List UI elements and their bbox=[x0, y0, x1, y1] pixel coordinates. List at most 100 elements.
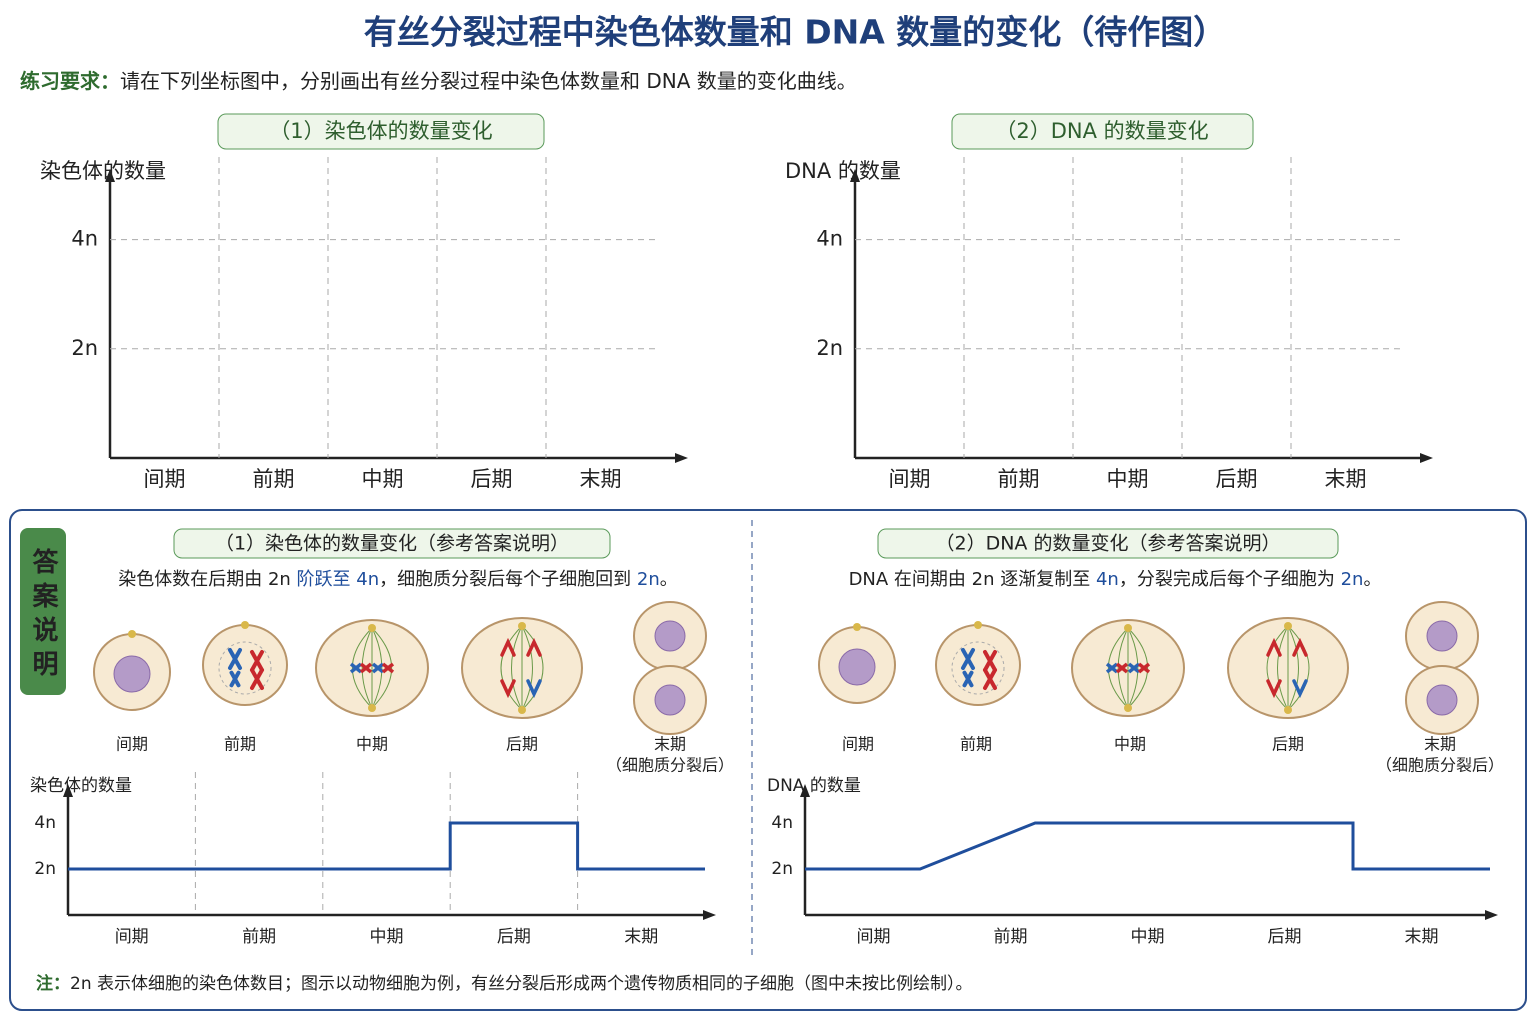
x-tick-label: 中期 bbox=[362, 467, 404, 491]
spindle-fiber bbox=[1127, 627, 1139, 709]
answer-note: DNA 在间期由 2n 逐渐复制至 4n，分裂完成后每个子细胞为 2n。 bbox=[849, 569, 1382, 590]
x-tick-label: 前期 bbox=[253, 467, 295, 491]
stage-label: 前期 bbox=[224, 735, 256, 754]
y-axis-label: 染色体的数量 bbox=[40, 159, 166, 183]
centrosome bbox=[518, 622, 526, 630]
chromosome bbox=[250, 668, 264, 690]
chromosome bbox=[526, 679, 542, 699]
answer-box bbox=[9, 509, 1527, 1011]
spindle-fiber bbox=[1108, 627, 1129, 709]
x-tick-label: 中期 bbox=[1107, 467, 1149, 491]
spindle-fiber bbox=[1117, 627, 1129, 709]
spindle-fiber bbox=[371, 627, 383, 709]
chromosome bbox=[381, 662, 395, 674]
stage-label: 前期 bbox=[960, 735, 992, 754]
cell-shape bbox=[654, 620, 686, 652]
requirement: 练习要求：请在下列坐标图中，分别画出有丝分裂过程中染色体数量和 DNA 数量的变… bbox=[20, 69, 857, 93]
spindle-fiber bbox=[352, 627, 373, 709]
note-part: ，分裂完成后每个子细胞为 bbox=[1119, 569, 1341, 590]
spindle-fiber bbox=[361, 627, 373, 709]
x-tick-label: 后期 bbox=[497, 927, 531, 947]
chart-heading: （1）染色体的数量变化 bbox=[269, 119, 492, 143]
axis-arrow bbox=[1485, 910, 1498, 920]
spindle-fiber bbox=[521, 625, 544, 711]
x-tick-label: 后期 bbox=[471, 467, 513, 491]
axis-arrow bbox=[850, 169, 860, 182]
data-line bbox=[68, 821, 705, 871]
x-tick-label: 前期 bbox=[998, 467, 1040, 491]
chromosome bbox=[359, 662, 373, 674]
cell-shape bbox=[951, 641, 1005, 695]
centrosome bbox=[1284, 706, 1292, 714]
y-tick-label: 4n bbox=[816, 227, 843, 251]
centrosome bbox=[853, 623, 861, 631]
x-tick-label: 间期 bbox=[115, 927, 149, 947]
axis-arrow bbox=[675, 453, 688, 463]
spindle-fiber bbox=[521, 625, 533, 711]
x-tick-label: 前期 bbox=[242, 927, 276, 947]
stage-sub-label: （细胞质分裂后） bbox=[606, 756, 734, 775]
chromosome bbox=[1115, 662, 1129, 674]
spindle-fiber bbox=[1277, 625, 1289, 711]
chromosome bbox=[1137, 662, 1151, 674]
axis-arrow bbox=[703, 910, 716, 920]
y-axis-label: DNA 的数量 bbox=[785, 159, 901, 183]
chromosome bbox=[961, 648, 975, 670]
x-tick-label: 末期 bbox=[1405, 927, 1439, 947]
axis-arrow bbox=[105, 169, 115, 182]
cell-shape bbox=[838, 648, 876, 686]
cell-shape bbox=[218, 641, 272, 695]
chart-heading: （2）DNA 的数量变化 bbox=[995, 119, 1208, 143]
heading-box bbox=[173, 528, 611, 559]
centrosome bbox=[241, 621, 249, 629]
centrosome bbox=[1284, 622, 1292, 630]
y-tick-label: 4n bbox=[34, 813, 56, 833]
note-part: DNA 在间期由 2n 逐渐复制至 bbox=[849, 569, 1096, 590]
y-axis-label: 染色体的数量 bbox=[30, 776, 132, 796]
note-part: 。 bbox=[660, 569, 678, 590]
centrosome bbox=[1124, 704, 1132, 712]
answer-heading: （2）DNA 的数量变化（参考答案说明） bbox=[936, 533, 1281, 555]
spindle-fiber bbox=[1127, 627, 1148, 709]
x-tick-label: 间期 bbox=[144, 467, 186, 491]
chromosome bbox=[371, 662, 385, 674]
chromosome bbox=[250, 650, 264, 672]
requirement-label: 练习要求： bbox=[20, 69, 120, 93]
answer-heading: （1）染色体的数量变化（参考答案说明） bbox=[215, 533, 569, 555]
centrosome bbox=[1124, 624, 1132, 632]
heading-box bbox=[217, 113, 545, 150]
x-tick-label: 间期 bbox=[857, 927, 891, 947]
chromosome bbox=[1266, 637, 1282, 657]
x-tick-label: 中期 bbox=[1131, 927, 1165, 947]
badge-text: 答案说明 bbox=[28, 547, 59, 684]
chromosome bbox=[1127, 662, 1141, 674]
centrosome bbox=[128, 630, 136, 638]
chromosome bbox=[983, 650, 997, 672]
x-tick-label: 末期 bbox=[624, 927, 658, 947]
answer-note: 染色体数在后期由 2n 阶跃至 4n，细胞质分裂后每个子细胞回到 2n。 bbox=[118, 569, 678, 590]
note-part: ，细胞质分裂后每个子细胞回到 bbox=[379, 569, 637, 590]
chromosome bbox=[229, 670, 241, 688]
cell-shape bbox=[935, 624, 1021, 706]
y-tick-label: 2n bbox=[771, 859, 793, 879]
cell-shape bbox=[113, 655, 151, 693]
note-part: 2n bbox=[637, 569, 660, 590]
chromosome bbox=[1292, 679, 1308, 699]
stage-label: 末期 bbox=[1424, 735, 1456, 754]
stage-label: 末期 bbox=[654, 735, 686, 754]
cell-shape bbox=[654, 684, 686, 716]
note-part: 。 bbox=[1363, 569, 1381, 590]
y-tick-label: 2n bbox=[816, 336, 843, 360]
chromosome bbox=[1105, 662, 1119, 674]
requirement-text: 请在下列坐标图中，分别画出有丝分裂过程中染色体数量和 DNA 数量的变化曲线。 bbox=[120, 69, 857, 93]
x-tick-label: 末期 bbox=[580, 467, 622, 491]
stage-label: 后期 bbox=[506, 735, 538, 754]
footer-text: 2n 表示体细胞的染色体数目；图示以动物细胞为例，有丝分裂后形成两个遗传物质相同… bbox=[70, 974, 973, 994]
note-part: 阶跃至 4n bbox=[297, 569, 380, 590]
chromosome bbox=[1266, 679, 1282, 699]
heading-box bbox=[877, 528, 1339, 559]
centrosome bbox=[518, 706, 526, 714]
axis-arrow bbox=[63, 784, 73, 797]
centrosome bbox=[368, 704, 376, 712]
